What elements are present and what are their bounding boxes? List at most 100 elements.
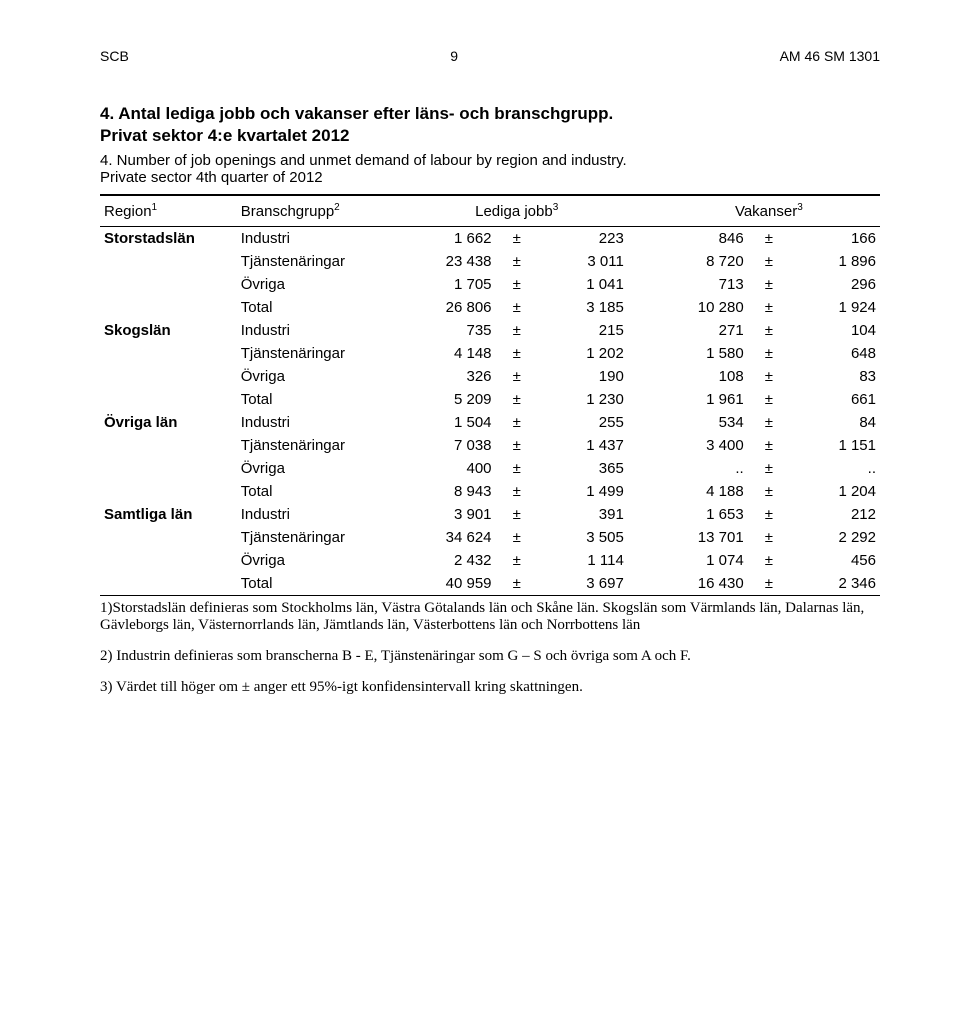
pm-cell: ± (496, 365, 538, 388)
value-cell: 534 (658, 411, 748, 434)
spacer-cell (628, 296, 658, 319)
value-cell: 365 (538, 457, 628, 480)
value-cell: 296 (790, 273, 880, 296)
table-row: SkogslänIndustri735±215271±104 (100, 319, 880, 342)
footnote-2: 2) Industrin definieras som branscherna … (100, 648, 880, 665)
title-sv-line2: Privat sektor 4:e kvartalet 2012 (100, 126, 880, 146)
footnotes: 1)Storstadslän definieras som Stockholms… (100, 600, 880, 696)
table-row: Övriga326±190108±83 (100, 365, 880, 388)
table-row: Tjänstenäringar23 438±3 0118 720±1 896 (100, 250, 880, 273)
branch-cell: Tjänstenäringar (237, 434, 406, 457)
value-cell: 1 961 (658, 388, 748, 411)
region-cell (100, 250, 237, 273)
value-cell: 83 (790, 365, 880, 388)
pm-cell: ± (748, 319, 790, 342)
col-branch-sup: 2 (334, 202, 340, 213)
col-spacer (628, 195, 658, 227)
region-cell: Skogslän (100, 319, 237, 342)
spacer-cell (628, 480, 658, 503)
col-region-label: Region (104, 203, 152, 220)
branch-cell: Industri (237, 411, 406, 434)
table-row: Tjänstenäringar7 038±1 4373 400±1 151 (100, 434, 880, 457)
value-cell: 391 (538, 503, 628, 526)
value-cell: 3 400 (658, 434, 748, 457)
pm-cell: ± (748, 411, 790, 434)
value-cell: 1 204 (790, 480, 880, 503)
value-cell: 1 653 (658, 503, 748, 526)
col-vakanser-label: Vakanser (735, 203, 797, 220)
pm-cell: ± (496, 250, 538, 273)
region-cell (100, 549, 237, 572)
value-cell: 1 662 (406, 227, 496, 251)
value-cell: 1 114 (538, 549, 628, 572)
table-row: Tjänstenäringar34 624±3 50513 701±2 292 (100, 526, 880, 549)
branch-cell: Tjänstenäringar (237, 526, 406, 549)
branch-cell: Total (237, 572, 406, 596)
table-header-row: Region1 Branschgrupp2 Lediga jobb3 Vakan… (100, 195, 880, 227)
value-cell: 23 438 (406, 250, 496, 273)
pm-cell: ± (748, 365, 790, 388)
pm-cell: ± (748, 296, 790, 319)
value-cell: 34 624 (406, 526, 496, 549)
branch-cell: Industri (237, 319, 406, 342)
spacer-cell (628, 227, 658, 251)
pm-cell: ± (496, 273, 538, 296)
spacer-cell (628, 457, 658, 480)
region-cell (100, 572, 237, 596)
value-cell: 1 705 (406, 273, 496, 296)
value-cell: 1 437 (538, 434, 628, 457)
pm-cell: ± (496, 503, 538, 526)
col-vakanser-sup: 3 (797, 202, 803, 213)
col-branch: Branschgrupp2 (237, 195, 406, 227)
table-row: Övriga1 705±1 041713±296 (100, 273, 880, 296)
spacer-cell (628, 273, 658, 296)
pm-cell: ± (748, 549, 790, 572)
value-cell: 16 430 (658, 572, 748, 596)
value-cell: 4 188 (658, 480, 748, 503)
pm-cell: ± (496, 526, 538, 549)
pm-cell: ± (748, 480, 790, 503)
spacer-cell (628, 549, 658, 572)
pm-cell: ± (748, 273, 790, 296)
value-cell: 5 209 (406, 388, 496, 411)
pm-cell: ± (748, 457, 790, 480)
pm-cell: ± (748, 503, 790, 526)
title-block: 4. Antal lediga jobb och vakanser efter … (100, 104, 880, 186)
value-cell: 223 (538, 227, 628, 251)
title-en-line1: 4. Number of job openings and unmet dema… (100, 152, 880, 169)
value-cell: 7 038 (406, 434, 496, 457)
region-cell: Övriga län (100, 411, 237, 434)
value-cell: 108 (658, 365, 748, 388)
spacer-cell (628, 411, 658, 434)
table-row: Total5 209±1 2301 961±661 (100, 388, 880, 411)
pm-cell: ± (496, 319, 538, 342)
branch-cell: Övriga (237, 273, 406, 296)
value-cell: 2 346 (790, 572, 880, 596)
table-row: Övriga länIndustri1 504±255534±84 (100, 411, 880, 434)
pm-cell: ± (496, 572, 538, 596)
col-region: Region1 (100, 195, 237, 227)
table-row: StorstadslänIndustri1 662±223846±166 (100, 227, 880, 251)
pm-cell: ± (496, 549, 538, 572)
value-cell: 2 292 (790, 526, 880, 549)
value-cell: 735 (406, 319, 496, 342)
value-cell: 1 896 (790, 250, 880, 273)
value-cell: 26 806 (406, 296, 496, 319)
value-cell: 8 943 (406, 480, 496, 503)
region-cell (100, 365, 237, 388)
pm-cell: ± (496, 342, 538, 365)
region-cell (100, 434, 237, 457)
value-cell: 4 148 (406, 342, 496, 365)
pm-cell: ± (496, 227, 538, 251)
spacer-cell (628, 365, 658, 388)
spacer-cell (628, 526, 658, 549)
value-cell: 215 (538, 319, 628, 342)
col-branch-label: Branschgrupp (241, 203, 334, 220)
title-sv-line1: 4. Antal lediga jobb och vakanser efter … (100, 104, 880, 124)
value-cell: 846 (658, 227, 748, 251)
value-cell: 326 (406, 365, 496, 388)
value-cell: 1 074 (658, 549, 748, 572)
value-cell: 456 (790, 549, 880, 572)
title-en-line2: Private sector 4th quarter of 2012 (100, 169, 880, 186)
col-lediga: Lediga jobb3 (406, 195, 628, 227)
